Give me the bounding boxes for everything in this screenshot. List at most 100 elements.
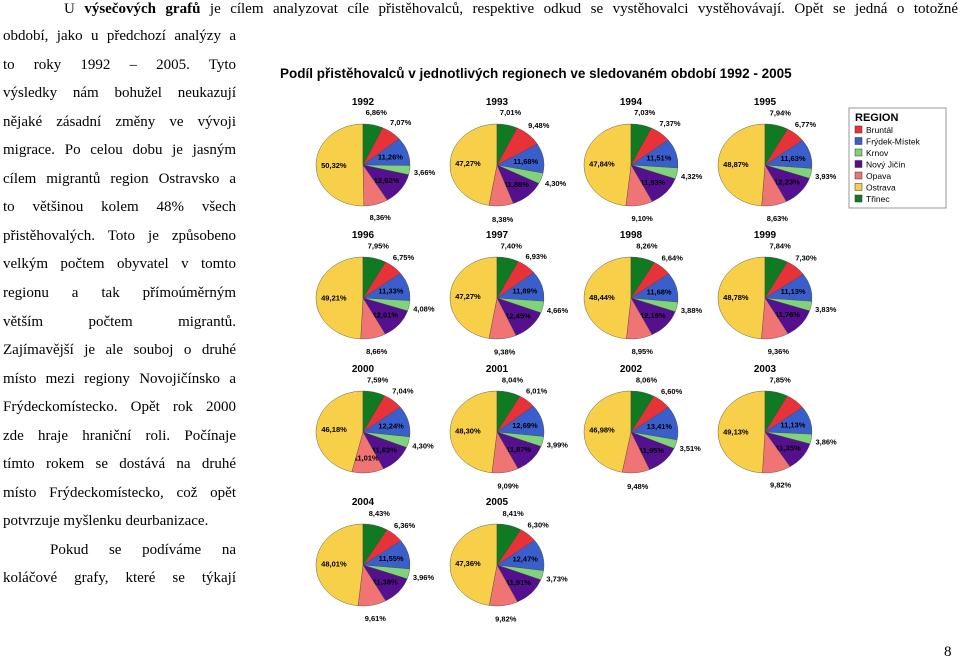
pie-slice (764, 390, 788, 433)
text-line: koláčové grafy, které se týkají (3, 570, 236, 587)
slice-label: 7,94% (770, 109, 792, 118)
slice-label: 46,98% (589, 426, 615, 435)
slice-label: 12,23% (774, 178, 800, 187)
text-line: místo Frýdeckomístecko, což opět (3, 484, 236, 501)
slice-label: 9,09% (497, 481, 519, 490)
slice-label: 12,01% (373, 310, 399, 319)
slice-label: 11,01% (354, 453, 379, 462)
slice-label: 4,30% (545, 179, 567, 188)
slice-label: 3,96% (413, 573, 435, 582)
slice-label: 49,21% (321, 293, 347, 302)
slice-label: 9,48% (528, 121, 550, 130)
text-line: to roky 1992 – 2005. Tyto (3, 56, 236, 73)
slice-label: 12,47% (512, 555, 538, 564)
slice-label: 11,38% (373, 578, 398, 587)
slice-label: 11,63% (372, 445, 397, 454)
slice-label: 6,60% (661, 387, 683, 396)
slice-label: 7,04% (392, 387, 414, 396)
slice-label: 6,01% (526, 386, 548, 395)
pie-title: 1997 (486, 230, 509, 241)
slice-label: 6,30% (528, 521, 550, 530)
pie-slice (496, 390, 521, 433)
pie-title: 1994 (620, 97, 643, 108)
slice-label: 3,86% (815, 437, 837, 446)
legend-label: Opava (866, 171, 891, 181)
slice-label: 11,13% (780, 421, 805, 430)
slice-label: 8,95% (632, 347, 654, 356)
slice-label: 11,33% (378, 287, 403, 296)
slice-label: 9,38% (494, 348, 516, 357)
slice-label: 6,75% (393, 253, 415, 262)
legend-swatch (854, 125, 863, 134)
legend-swatch (854, 160, 863, 168)
slice-label: 47,36% (455, 559, 481, 568)
pie-title: 2002 (620, 364, 643, 375)
pie-slice (764, 256, 788, 299)
slice-label: 3,99% (547, 441, 569, 450)
slice-label: 47,27% (455, 292, 481, 301)
slice-label: 12,45% (505, 312, 531, 321)
slice-label: 7,01% (500, 108, 522, 117)
slice-label: 11,76% (775, 310, 800, 319)
pie-slice (449, 256, 498, 339)
slice-label: 8,43% (369, 509, 391, 518)
slice-label: 9,36% (768, 347, 790, 356)
slice-label: 47,27% (455, 159, 481, 168)
pie-slice (717, 390, 766, 474)
pie-title: 2004 (352, 497, 375, 508)
slice-label: 7,85% (770, 376, 792, 385)
pie-slice (630, 256, 655, 299)
text-line: regionu a tak přímoúměrným (3, 284, 236, 301)
pie-slice (449, 523, 498, 606)
slice-label: 6,86% (366, 108, 388, 117)
pie-slice (496, 123, 518, 166)
legend-label: Frýdek-Místek (866, 137, 921, 147)
slice-label: 3,83% (815, 305, 837, 314)
slice-label: 11,95% (639, 446, 664, 455)
pie-slice (717, 256, 766, 340)
slice-label: 3,93% (815, 172, 837, 181)
pie-slice (315, 390, 364, 473)
slice-label: 8,66% (366, 347, 388, 356)
slice-label: 7,59% (367, 375, 389, 384)
slice-label: 8,63% (767, 214, 789, 223)
text-line: velkým počtem obyvatel v tomto (3, 256, 236, 273)
slice-label: 6,36% (394, 521, 416, 530)
slice-label: 7,30% (795, 253, 817, 262)
text-line: zde hraje hraniční roli. Počínaje (3, 427, 236, 444)
pie-slice (315, 256, 364, 340)
text-line: větším počtem migrantů. (3, 313, 236, 330)
pie-title: 1996 (352, 230, 375, 241)
pie-title: 1998 (620, 230, 643, 241)
slice-label: 9,82% (495, 615, 517, 624)
pie-slice (362, 123, 383, 166)
slice-label: 4,08% (413, 304, 435, 313)
slice-label: 3,73% (546, 575, 568, 584)
pie-slice (496, 256, 519, 299)
slice-label: 13,41% (647, 422, 673, 431)
pie-slice (362, 256, 386, 299)
text-line: přistěhovalých. Toto je způsobeno (3, 227, 236, 244)
slice-label: 11,55% (379, 554, 404, 563)
pie-title: 1993 (486, 97, 509, 108)
legend-box (848, 107, 947, 209)
pie-slice (630, 390, 655, 433)
text-line: místo mezi regiony Novojičínsko a (3, 370, 236, 387)
slice-label: 8,41% (503, 509, 525, 518)
slice-label: 7,95% (368, 242, 390, 251)
pie-slice (583, 123, 632, 206)
slice-label: 8,38% (492, 215, 514, 224)
text-line: Frýdeckomístecko. Opět rok 2000 (3, 399, 236, 416)
slice-label: 50,32% (321, 161, 347, 170)
slice-label: 11,91% (506, 578, 531, 587)
slice-label: 11,89% (512, 287, 537, 296)
slice-label: 4,66% (547, 306, 569, 315)
pie-slice (583, 390, 632, 473)
slice-label: 12,52% (374, 176, 400, 185)
legend-label: Nový Jičín (866, 160, 905, 170)
bold-text: výsečových grafů (84, 1, 201, 17)
text-line: nějaké zásadní změny ve vývoji (3, 113, 236, 130)
slice-label: 48,01% (321, 560, 347, 569)
slice-label: 7,07% (390, 118, 412, 127)
